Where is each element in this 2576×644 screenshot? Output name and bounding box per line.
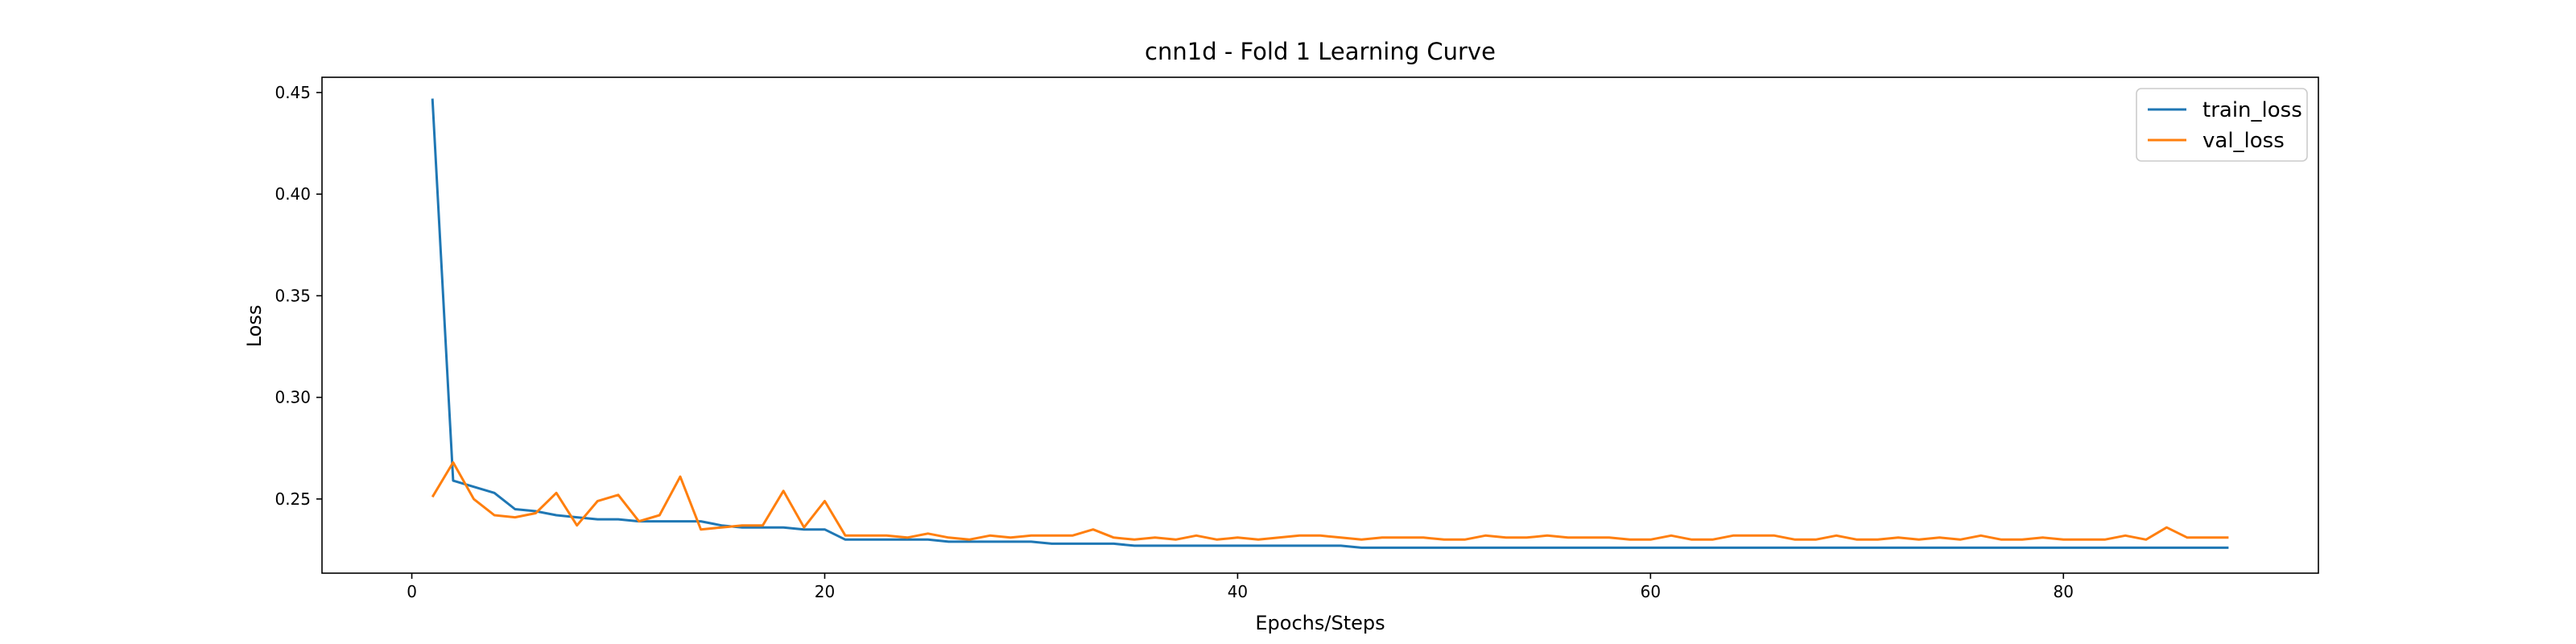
x-tick-label: 80 bbox=[2054, 582, 2074, 601]
plot-area bbox=[321, 76, 2319, 574]
y-tick-label: 0.40 bbox=[275, 184, 311, 204]
x-tick-label: 40 bbox=[1228, 582, 1248, 601]
y-tick-label: 0.30 bbox=[275, 388, 311, 407]
legend-entry-label: val_loss bbox=[2202, 129, 2285, 153]
x-tick-label: 20 bbox=[815, 582, 835, 601]
y-tick-label: 0.35 bbox=[275, 286, 311, 305]
series-line-val-loss bbox=[431, 460, 2229, 541]
chart-title: cnn1d - Fold 1 Learning Curve bbox=[1145, 38, 1496, 65]
x-axis-label: Epochs/Steps bbox=[1255, 612, 1385, 634]
x-tick-label: 0 bbox=[407, 582, 417, 601]
legend: train_loss val_loss bbox=[2136, 88, 2308, 162]
plot-frame bbox=[321, 76, 2319, 574]
x-axis-ticks: 0 20 40 60 80 bbox=[407, 573, 2074, 601]
series-layer bbox=[431, 98, 2229, 549]
x-tick-label: 60 bbox=[1641, 582, 1661, 601]
y-tick-label: 0.25 bbox=[275, 489, 311, 509]
legend-entry-label: train_loss bbox=[2202, 98, 2302, 122]
legend-box bbox=[2136, 88, 2308, 162]
y-axis-label: Loss bbox=[243, 305, 266, 348]
y-tick-label: 0.45 bbox=[275, 83, 311, 102]
y-axis-ticks: 0.25 0.30 0.35 0.40 0.45 bbox=[275, 83, 322, 509]
